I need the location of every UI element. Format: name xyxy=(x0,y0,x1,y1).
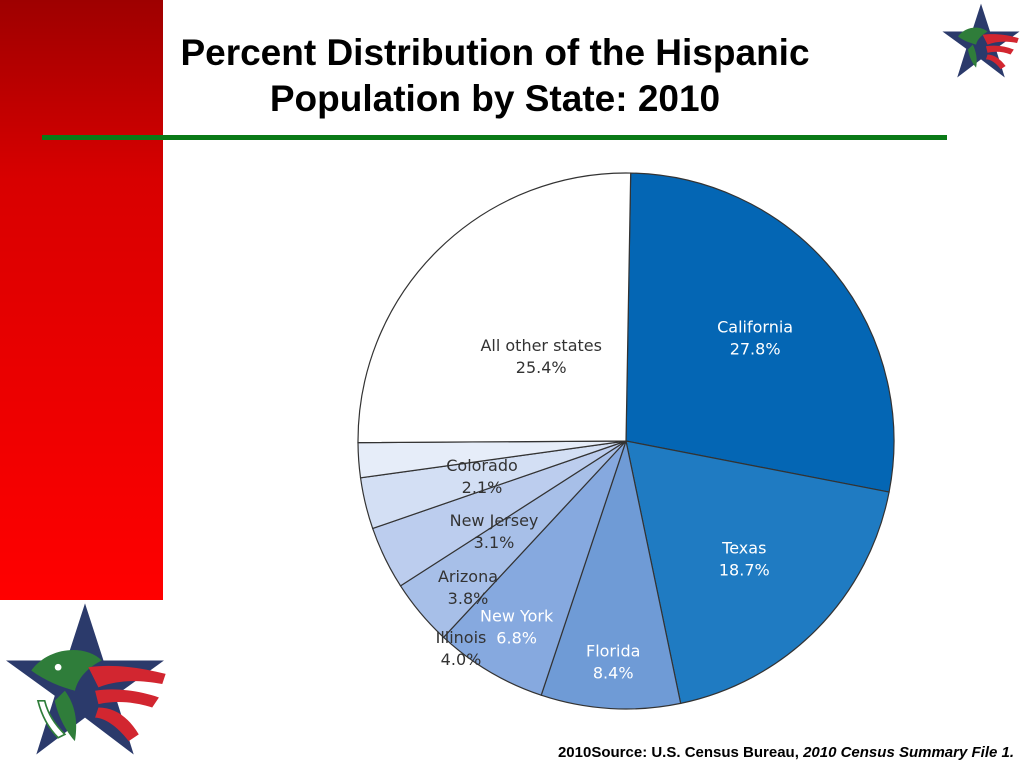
eagle-body-icon xyxy=(967,44,977,68)
pie-value-new-jersey: 3.1% xyxy=(474,533,515,552)
pie-label-california: California xyxy=(717,317,793,336)
star-icon xyxy=(942,3,1020,78)
source-title: 2010 Census Summary File 1. xyxy=(803,744,1014,761)
pie-value-florida: 8.4% xyxy=(593,663,634,682)
pie-label-arizona: Arizona xyxy=(438,567,498,586)
source-prefix: 2010Source: U.S. Census Bureau, xyxy=(557,744,804,761)
eagle-eye-icon xyxy=(54,663,62,671)
pie-value-california: 27.8% xyxy=(730,339,781,358)
eagle-wing-icon xyxy=(982,34,1019,70)
red-side-band xyxy=(0,0,163,600)
star-icon xyxy=(6,603,164,755)
pie-chart: California 27.8% Texas 18.7% Florida 8.4% New … xyxy=(357,172,895,710)
pie-label-illinois: Illinois xyxy=(436,628,487,647)
eagle-feather-icon xyxy=(36,699,67,739)
pie-slice-florida xyxy=(540,438,682,710)
source-note: 2010Source: U.S. Census Bureau, 2010 Cen… xyxy=(558,744,1014,761)
pie-slice-texas xyxy=(625,440,890,705)
pie-value-new-york: 6.8% xyxy=(496,628,537,647)
pie-label-new-jersey: New Jersey xyxy=(450,511,539,530)
pie-value-all-other-states: 25.4% xyxy=(516,358,567,377)
eagle-head-icon xyxy=(958,27,988,45)
pie-label-new-york: New York xyxy=(480,606,554,625)
title-line-1: Percent Distribution of the Hispanic xyxy=(180,32,810,73)
pie-value-arizona: 3.8% xyxy=(448,589,489,608)
pie-value-illinois: 4.0% xyxy=(441,650,482,669)
eagle-wing-icon xyxy=(88,665,166,742)
pie-label-all-other-states: All other states xyxy=(480,336,601,355)
star-eagle-logo-large xyxy=(6,603,166,755)
pie-slice-california xyxy=(625,172,895,493)
pie-slice-new-york xyxy=(442,440,627,696)
pie-slice-all-other-states xyxy=(357,172,632,444)
pie-label-colorado: Colorado xyxy=(446,456,518,475)
slide-title: Percent Distribution of the Hispanic Pop… xyxy=(0,30,990,123)
title-line-2: Population by State: 2010 xyxy=(269,78,721,120)
pie-value-texas: 18.7% xyxy=(719,561,770,580)
eagle-head-icon xyxy=(31,649,102,691)
star-eagle-logo-small xyxy=(942,3,1020,78)
green-divider xyxy=(42,135,947,140)
eagle-body-icon xyxy=(54,690,77,742)
pie-label-florida: Florida xyxy=(586,641,640,660)
pie-value-colorado: 2.1% xyxy=(462,478,503,497)
pie-label-texas: Texas xyxy=(721,539,766,558)
